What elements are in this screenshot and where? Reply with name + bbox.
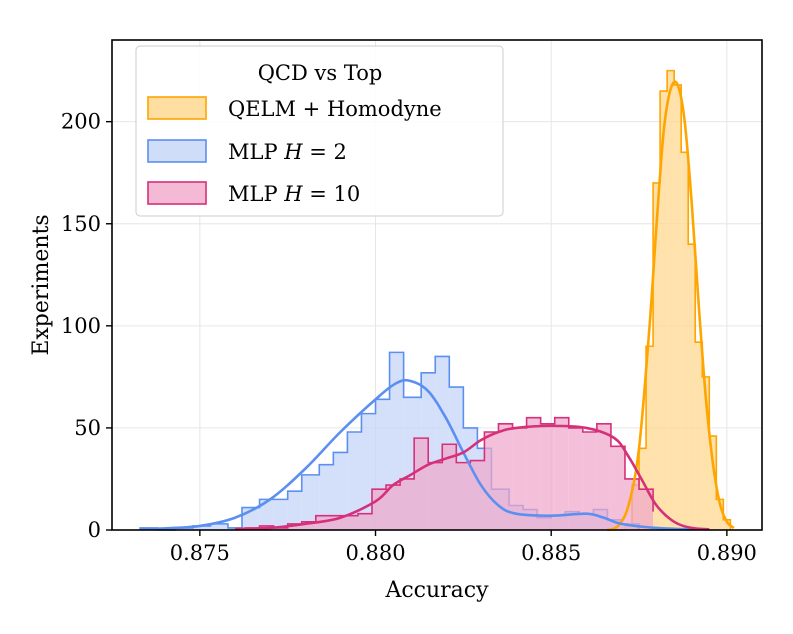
legend-label: QELM + Homodyne (228, 97, 442, 121)
legend-title: QCD vs Top (258, 61, 383, 85)
y-axis-label: Experiments (29, 214, 54, 355)
hist-bar (723, 519, 731, 530)
hist-bar (667, 70, 675, 530)
hist-outline (244, 416, 654, 530)
hist-bar (347, 432, 362, 530)
hist-bar (646, 346, 654, 530)
hist-bar (343, 515, 358, 530)
hist-bar (456, 462, 471, 530)
hist-bar (688, 244, 696, 530)
hist-bar (484, 432, 499, 530)
y-tick-label: 50 (74, 416, 101, 440)
legend-label: MLP H = 10 (228, 182, 360, 206)
hist-bar (372, 489, 387, 530)
hist-bar (301, 474, 320, 530)
hist-bar (357, 513, 372, 530)
hist-bar (333, 452, 348, 530)
hist-bar (315, 515, 330, 530)
hist-bar (319, 464, 334, 530)
legend-swatch (147, 181, 207, 205)
legend-label: MLP H = 2 (228, 140, 347, 164)
hist-bar (498, 423, 513, 530)
legend-swatch (147, 96, 207, 120)
hist-bar (568, 427, 583, 530)
hist-bar (610, 446, 625, 530)
hist-bar (702, 376, 710, 530)
hist-bar (709, 436, 717, 530)
hist-bar (639, 489, 654, 530)
histogram-series-0 (607, 69, 732, 531)
hist-bar (210, 523, 228, 530)
hist-bar (287, 523, 302, 530)
hist-bar (554, 417, 569, 530)
legend-entries: QELM + Homodyne MLP H = 2 MLP H = 10 (147, 96, 442, 206)
histograms (139, 69, 732, 531)
hist-bar (695, 342, 703, 530)
hist-bar (442, 444, 457, 530)
hist-bar (287, 491, 302, 530)
kde-curves (140, 80, 735, 532)
y-tick-label: 0 (88, 518, 101, 542)
legend: QCD vs Top QELM + Homodyne MLP H = 2 MLP H… (135, 45, 504, 217)
hist-bar (716, 499, 724, 530)
hist-bar (386, 485, 401, 530)
kde-curve-0 (606, 80, 735, 532)
hist-bar (681, 152, 689, 530)
hist-bar (512, 427, 527, 530)
y-tick-label: 150 (61, 212, 101, 236)
x-tick-label: 0.885 (521, 541, 581, 565)
hist-bar (596, 423, 611, 530)
hist-bar (624, 478, 640, 530)
x-axis-label: Accuracy (384, 578, 489, 603)
kde-curve-2 (234, 424, 710, 531)
hist-bar (192, 525, 211, 530)
hist-bar (273, 499, 288, 530)
hist-bar (414, 438, 429, 530)
hist-bar (273, 527, 288, 530)
x-tick-label: 0.880 (345, 541, 405, 565)
hist-bar (301, 521, 316, 530)
x-tick-label: 0.890 (697, 541, 757, 565)
kde-curve-1 (140, 378, 692, 531)
histogram-series-2 (244, 416, 654, 530)
y-tick-label: 200 (61, 110, 101, 134)
hist-bar (428, 462, 443, 530)
hist-bar (259, 499, 274, 530)
x-tick-label: 0.875 (170, 541, 230, 565)
hist-bar (470, 460, 485, 530)
hist-bar (660, 91, 668, 531)
plot-frame (111, 39, 763, 531)
y-tick-label: 100 (61, 314, 101, 338)
hist-bar (400, 478, 415, 530)
hist-bar (582, 432, 597, 530)
hist-bar (175, 527, 193, 530)
legend-swatch (147, 139, 207, 163)
hist-bar (674, 84, 682, 531)
legend-box (135, 45, 504, 217)
axis-ticks: 0.875 0.880 0.885 0.890 0 50 100 150 200 (61, 110, 757, 565)
hist-bar (540, 423, 555, 530)
hist-bar (653, 182, 661, 530)
hist-bar (526, 417, 541, 530)
